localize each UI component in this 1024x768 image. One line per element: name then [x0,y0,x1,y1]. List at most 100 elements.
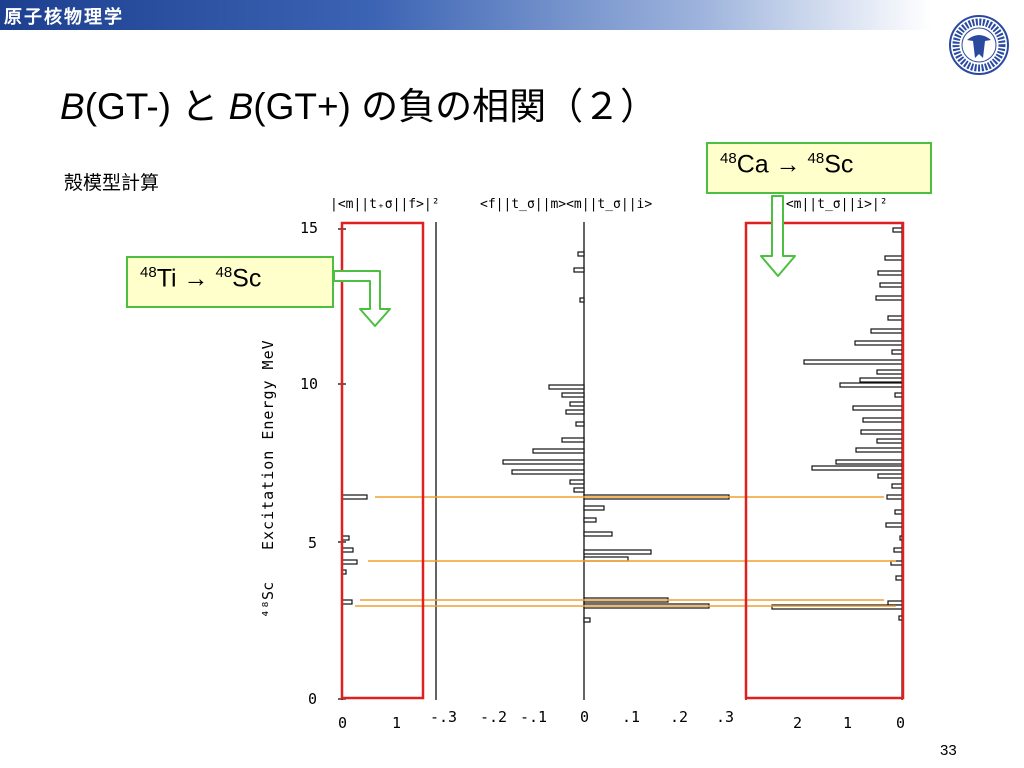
right-bar [811,465,903,471]
right-bar [891,483,903,489]
title-b1: B [60,86,85,127]
middle-neg-bar [565,409,585,415]
x-tick-5: -.1 [520,708,547,726]
left-bar [341,547,354,553]
callout-ca-mass2: 48 [807,150,825,167]
panel-label-1: |<m||t₊σ||f>|² [330,197,440,212]
right-bar [860,429,903,435]
right-bar [887,315,903,321]
right-bar [884,255,903,261]
x-tick-8: .2 [670,708,688,726]
y-tick-15: 15 [300,219,318,237]
page-number: 33 [940,742,957,759]
arrow-ca [760,195,796,277]
right-bar [852,405,903,411]
right-bar [854,340,903,346]
arrow-ti [333,270,391,327]
middle-neg-bar [532,448,585,454]
middle-neg-bar [502,459,585,465]
right-bar [877,270,903,276]
middle-neg-bar [561,392,585,398]
header-bar: 原子核物理学 [0,0,932,30]
right-bar [855,447,903,453]
highlight-box-right [744,221,905,700]
left-bar [341,494,368,500]
callout-ca-mass1: 48 [720,150,737,167]
callout-ti-mass1: 48 [140,264,157,281]
middle-pos-bar [583,517,597,523]
y-nucleus-label: ⁴⁸Sc [259,582,277,618]
x-tick-7: .1 [622,708,640,726]
slide-subtitle: 殻模型計算 [64,172,160,194]
middle-neg-bar [511,469,585,475]
course-title: 原子核物理学 [4,7,124,28]
slide-title: B(GT-) と B(GT+) の負の相関（２） [60,76,657,130]
callout-ca-text1: Ca → [736,150,808,179]
right-bar [892,227,903,233]
x-tick-2: 1 [392,714,401,732]
x-tick-10: 2 [793,714,802,732]
right-bar [885,522,903,528]
right-bar [862,417,903,423]
right-bar [879,282,903,288]
right-bar [894,392,903,398]
title-part2: (GT+) の負の相関（２） [253,86,658,127]
middle-neg-bar [579,297,585,303]
callout-ti-text2: Sc [232,264,262,293]
middle-neg-bar [573,267,585,273]
middle-neg-bar [569,401,585,407]
x-tick-9: .3 [716,708,734,726]
right-bar [875,295,903,301]
right-bar [835,459,903,465]
middle-neg-bar [548,384,585,390]
y-axis-label: Excitation Energy MeV [259,339,277,550]
right-bar [876,438,903,444]
x-tick-1: 0 [338,714,347,732]
middle-pos-bar [583,549,652,555]
x-tick-12: 0 [896,714,905,732]
right-bar [895,575,903,581]
right-bar [803,359,903,365]
middle-pos-bar [583,617,591,623]
right-bar [886,494,903,500]
right-bar [893,547,903,553]
middle-pos-bar [583,505,605,511]
middle-neg-bar [573,487,585,493]
middle-neg-bar [561,437,585,443]
x-tick-6: 0 [580,708,589,726]
middle-pos-bar [583,531,613,537]
panel-label-2: <f||t_σ||m><m||t_σ||i> [480,197,652,212]
right-bar [877,473,903,479]
left-bar [341,559,358,565]
right-bar [894,509,903,515]
y-tick-0: 0 [308,690,317,708]
left-bar [341,599,353,605]
callout-ti-text1: Ti → [156,264,216,293]
right-bar [870,328,903,334]
x-tick-11: 1 [843,714,852,732]
right-bar [859,377,903,383]
title-b2: B [228,86,254,127]
right-bar [898,615,903,621]
middle-neg-bar [577,251,585,257]
university-logo-icon [949,15,1009,75]
title-part1: (GT-) と [84,86,229,127]
x-tick-4: -.2 [480,708,507,726]
right-bar [876,369,903,375]
highlight-box-left [340,221,425,700]
right-bar [891,349,903,355]
callout-ca-text2: Sc [824,150,854,179]
middle-neg-bar [575,421,585,427]
callout-ti-mass2: 48 [215,264,233,281]
right-bar [899,535,903,541]
panel-label-3: |<m||t_σ||i>|² [778,197,888,212]
x-tick-3: -.3 [430,708,457,726]
y-tick-5: 5 [308,534,317,552]
middle-neg-bar [569,479,585,485]
callout-ti-to-sc: 48Ti → 48Sc [126,256,334,308]
callout-ca-to-sc: 48Ca → 48Sc [706,142,932,194]
y-tick-10: 10 [300,375,318,393]
energy-lines [355,496,896,607]
right-bar [839,382,903,388]
